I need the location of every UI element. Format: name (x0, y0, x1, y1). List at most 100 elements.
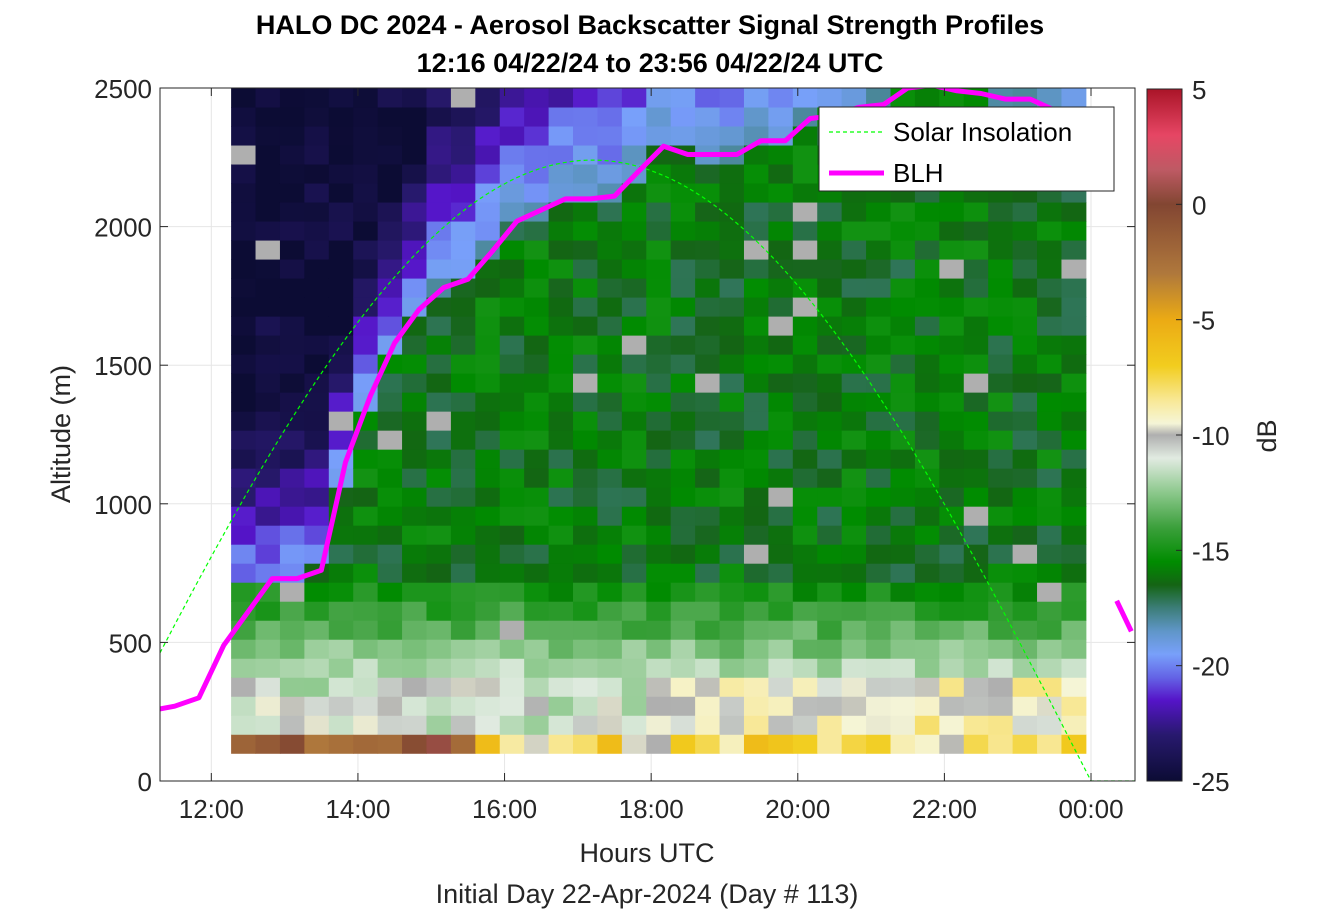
heatmap-cell (914, 715, 940, 735)
heatmap-cell (377, 259, 403, 279)
heatmap-cell (304, 411, 330, 431)
heatmap-cell (597, 354, 623, 374)
heatmap-cell (450, 639, 476, 659)
heatmap-cell (475, 639, 501, 659)
heatmap-cell (231, 696, 257, 716)
heatmap-cell (621, 297, 647, 317)
heatmap-cell (817, 354, 843, 374)
heatmap-cell (524, 183, 550, 203)
heatmap-cell (695, 658, 721, 678)
heatmap-cell (939, 734, 965, 754)
heatmap-cell (231, 468, 257, 488)
heatmap-cell (817, 468, 843, 488)
heatmap-cell (1061, 468, 1087, 488)
heatmap-cell (988, 582, 1014, 602)
heatmap-cell (231, 525, 257, 545)
heatmap-cell (1012, 696, 1038, 716)
heatmap-cell (768, 715, 794, 735)
heatmap-cell (719, 297, 745, 317)
heatmap-cell (743, 544, 769, 564)
heatmap-cell (402, 658, 427, 678)
heatmap-cell (719, 107, 745, 127)
heatmap-cell (743, 392, 769, 412)
heatmap-cell (353, 525, 379, 545)
heatmap-cell (1012, 278, 1038, 298)
heatmap-cell (866, 316, 891, 336)
heatmap-cell (1037, 563, 1062, 583)
heatmap-cell (792, 373, 818, 393)
heatmap-cell (1037, 202, 1062, 222)
heatmap-cell (255, 430, 281, 450)
heatmap-cell (524, 88, 550, 108)
heatmap-cell (353, 658, 379, 678)
heatmap-cell (695, 468, 721, 488)
heatmap-cell (402, 240, 427, 260)
heatmap-cell (646, 316, 672, 336)
heatmap-cell (792, 221, 818, 241)
heatmap-cell (231, 506, 257, 526)
heatmap-cell (1061, 411, 1087, 431)
heatmap-cell (597, 620, 623, 640)
heatmap-cell (402, 88, 427, 108)
heatmap-cell (450, 354, 476, 374)
heatmap-cell (890, 202, 916, 222)
heatmap-cell (1012, 373, 1038, 393)
heatmap-cell (939, 373, 965, 393)
heatmap-cell (695, 259, 721, 279)
heatmap-cell (768, 240, 794, 260)
heatmap-cell (719, 449, 745, 469)
heatmap-cell (279, 620, 305, 640)
heatmap-cell (231, 658, 257, 678)
heatmap-cell (914, 449, 940, 469)
heatmap-cell (841, 601, 867, 621)
heatmap-cell (646, 487, 672, 507)
heatmap-cell (426, 677, 452, 697)
colorbar-tick-label: -5 (1192, 306, 1215, 336)
heatmap-cell (304, 677, 330, 697)
heatmap-cell (597, 506, 623, 526)
heatmap-cell (499, 658, 525, 678)
heatmap-cell (963, 335, 989, 355)
heatmap-cell (670, 506, 696, 526)
heatmap-cell (768, 259, 794, 279)
heatmap-cell (377, 126, 403, 146)
heatmap-cell (621, 639, 647, 659)
heatmap-cell (621, 563, 647, 583)
heatmap-cell (279, 658, 305, 678)
heatmap-cell (866, 525, 891, 545)
heatmap-cell (914, 202, 940, 222)
heatmap-cell (719, 278, 745, 298)
heatmap-cell (231, 354, 257, 374)
heatmap-cell (597, 259, 623, 279)
heatmap-cell (255, 107, 281, 127)
heatmap-cell (231, 259, 257, 279)
heatmap-cell (1037, 297, 1062, 317)
heatmap-cell (988, 316, 1014, 336)
heatmap-cell (963, 354, 989, 374)
heatmap-cell (1037, 544, 1062, 564)
heatmap-cell (1061, 582, 1087, 602)
heatmap-cell (841, 202, 867, 222)
heatmap-cell (621, 715, 647, 735)
x-tick-label: 14:00 (325, 794, 390, 824)
heatmap-cell (231, 715, 257, 735)
heatmap-cell (304, 658, 330, 678)
colorbar-label: dB (1252, 419, 1282, 452)
heatmap-cell (597, 240, 623, 260)
heatmap-cell (914, 335, 940, 355)
heatmap-cell (963, 620, 989, 640)
blh-line (160, 88, 1056, 712)
heatmap-cell (548, 392, 574, 412)
heatmap-cell (304, 164, 330, 184)
heatmap-cell (695, 107, 721, 127)
heatmap-cell (695, 164, 721, 184)
heatmap-cell (621, 88, 647, 108)
heatmap-cell (768, 392, 794, 412)
heatmap-cell (499, 126, 525, 146)
x-tick-label: 00:00 (1058, 794, 1123, 824)
heatmap-cell (279, 696, 305, 716)
heatmap-cell (719, 582, 745, 602)
heatmap-cell (670, 734, 696, 754)
heatmap-cell (597, 715, 623, 735)
heatmap-cell (768, 335, 794, 355)
